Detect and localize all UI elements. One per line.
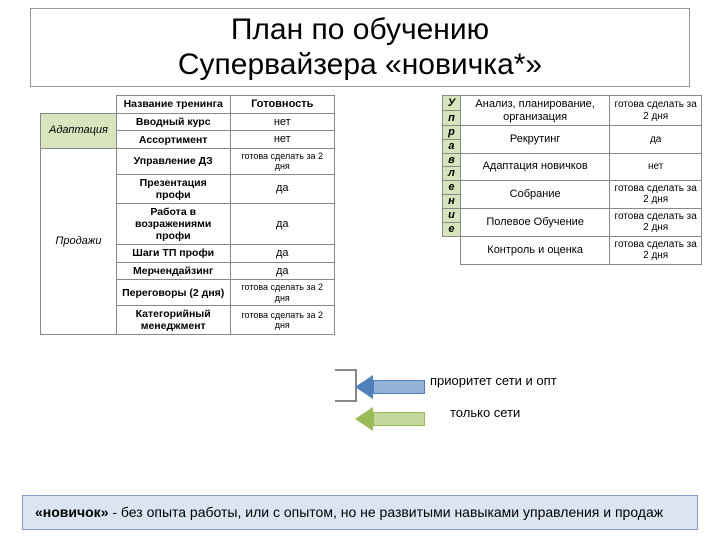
cell: Ассортимент [116, 131, 230, 149]
cell: да [230, 262, 335, 280]
title-line-2: Супервайзера «новичка*» [41, 48, 679, 83]
cell: нет [610, 153, 702, 180]
footnote-rest: - без опыта работы, или с опытом, но не … [108, 504, 663, 520]
arrow-label-priority: приоритет сети и опт [430, 373, 557, 388]
left-header-name: Название тренинга [116, 96, 230, 114]
cell: Собрание [460, 180, 609, 208]
cell: нет [230, 113, 335, 131]
cell: Управление ДЗ [116, 148, 230, 174]
cell: Категорийный менеджмент [116, 305, 230, 334]
arrow-only-networks [355, 407, 425, 431]
cell: готова сделать за 2 дня [610, 180, 702, 208]
right-vertical-label: У [443, 96, 461, 111]
cell: Контроль и оценка [460, 236, 609, 264]
cell: Полевое Обучение [460, 208, 609, 236]
cell: Вводный курс [116, 113, 230, 131]
left-group-sales: Продажи [41, 148, 117, 334]
cell: готова сделать за 2 дня [610, 208, 702, 236]
cell: готова сделать за 2 дня [610, 236, 702, 264]
cell: Адаптация новичков [460, 153, 609, 180]
content-area: Название тренинга Готовность Адаптация В… [10, 95, 710, 460]
title-line-1: План по обучению [41, 13, 679, 48]
cell: нет [230, 131, 335, 149]
cell: да [230, 203, 335, 244]
cell: да [230, 244, 335, 262]
cell: да [230, 174, 335, 203]
left-group-adaptation: Адаптация [41, 113, 117, 148]
cell: Мерчендайзинг [116, 262, 230, 280]
cell: Работа в возражениями профи [116, 203, 230, 244]
left-header-ready: Готовность [230, 96, 335, 114]
cell: готова сделать за 2 дня [230, 280, 335, 306]
cell: да [610, 126, 702, 153]
cell: Презентация профи [116, 174, 230, 203]
arrow-priority [355, 375, 425, 399]
cell: Анализ, планирование, организация [460, 96, 609, 126]
cell: готова сделать за 2 дня [230, 305, 335, 334]
cell: Рекрутинг [460, 126, 609, 153]
cell: готова сделать за 2 дня [230, 148, 335, 174]
footnote-bold: «новичок» [35, 504, 108, 520]
connector-line [335, 400, 355, 402]
connector-line [335, 369, 355, 371]
left-table: Название тренинга Готовность Адаптация В… [40, 95, 335, 335]
cell: Переговоры (2 дня) [116, 280, 230, 306]
page-title: План по обучению Супервайзера «новичка*» [30, 8, 690, 87]
right-table: У Анализ, планирование, организация гото… [442, 95, 702, 265]
cell: Шаги ТП профи [116, 244, 230, 262]
cell: готова сделать за 2 дня [610, 96, 702, 126]
arrow-label-only-networks: только сети [450, 405, 520, 420]
footnote-box: «новичок» - без опыта работы, или с опыт… [22, 495, 698, 531]
